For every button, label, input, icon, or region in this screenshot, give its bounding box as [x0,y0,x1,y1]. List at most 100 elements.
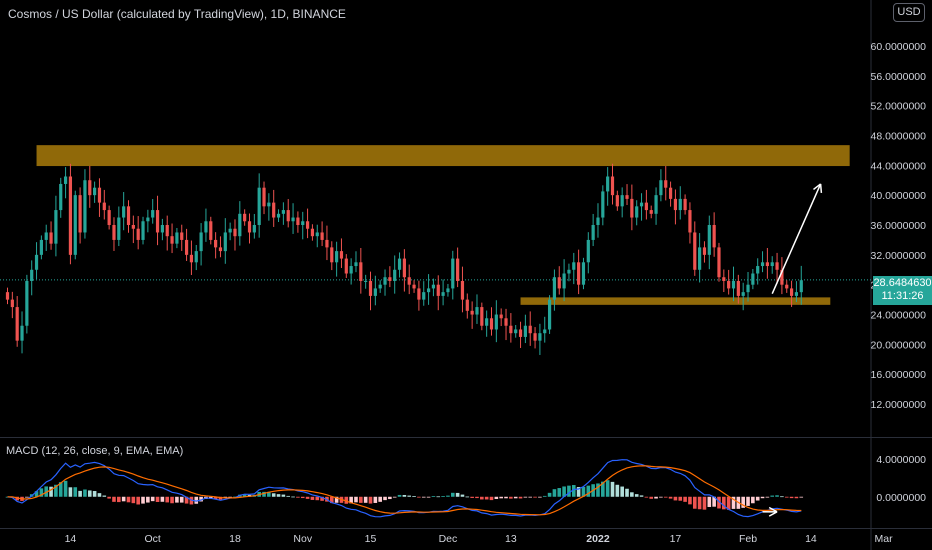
macd-axis-label: 0.0000000 [876,492,926,504]
candle-body [189,254,194,263]
candle-body [262,187,266,207]
candle-body [194,251,198,263]
macd-histogram-bar [775,495,779,497]
macd-histogram-bar [25,496,29,498]
macd-histogram-bar [291,496,295,498]
candle-body [785,284,789,289]
candle-body [184,239,189,255]
candle-body [335,251,339,263]
macd-histogram-bar [160,496,165,502]
candle-body [717,247,721,278]
macd-histogram-bar [794,496,799,499]
macd-histogram-bar [44,486,49,497]
macd-histogram-bar [630,492,634,497]
candle-body [180,232,184,240]
macd-histogram-bar [644,496,649,498]
candle-body [751,273,755,285]
macd-histogram-bar [513,496,518,499]
macd-histogram-bar [363,496,368,503]
macd-histogram-bar [576,487,581,497]
macd-histogram-bar [388,496,392,500]
candle-body [601,191,605,218]
candle-body [620,195,624,207]
macd-histogram-bar [751,496,755,504]
candle-body [659,180,663,196]
arrow-head-0 [819,183,823,193]
candle-body [68,176,73,255]
macd-histogram-bar [233,496,237,498]
candle-body [509,325,513,334]
candle-body [664,180,668,188]
candle-body [538,333,542,341]
candle-body [349,266,353,274]
macd-histogram-bar [494,496,499,499]
macd-histogram-bar [557,488,562,497]
candle-body [499,314,503,319]
candle-body [644,202,648,211]
candle-body [83,180,87,233]
candle-body [34,254,39,270]
candle-body [635,206,639,218]
candle-body [523,325,527,337]
macd-histogram-bar [150,496,155,502]
macd-histogram-bar [165,496,170,503]
macd-histogram-bar [436,496,441,498]
candle-body [44,232,48,240]
candle-body [465,299,469,311]
macd-histogram-bar [697,496,702,510]
macd-histogram-bar [78,490,82,497]
macd-histogram-bar [155,496,160,502]
macd-histogram-bar [107,496,111,499]
candle-body [712,225,716,248]
candle-body [310,228,315,237]
currency-selector[interactable]: USD [893,3,925,22]
macd-histogram-bar [770,495,775,497]
macd-histogram-bar [170,496,174,504]
candle-body [431,284,436,289]
candle-body [504,318,508,326]
candle-body [214,239,218,248]
candle-body [54,210,58,244]
macd-histogram-bar [784,496,789,498]
candle-body [760,262,765,267]
macd-histogram-bar [634,494,639,497]
candle-body [243,213,247,222]
macd-histogram-bar [581,486,586,497]
candle-body [698,247,702,270]
candle-body [97,187,102,203]
candle-body [281,210,285,214]
candle-body [93,187,97,196]
macd-histogram-bar [329,496,334,504]
macd-histogram-bar [102,495,107,497]
price-axis-label: 20.0000000 [871,339,927,351]
candle-body [325,239,329,248]
macd-histogram-bar [610,481,615,497]
candle-body [586,239,590,263]
candle-body [775,262,779,270]
macd-histogram-bar [673,496,678,501]
macd-histogram-bar [441,496,445,497]
price-axis-label: 52.0000000 [871,101,927,113]
macd-histogram-bar [692,496,697,509]
candle-body [417,288,421,300]
countdown-timer: 11:31:26 [881,290,924,302]
candle-body [475,307,479,315]
candle-body [238,213,242,237]
macd-histogram-bar [712,496,716,507]
candle-body [286,210,290,222]
candle-body [485,318,489,326]
candle-body [344,258,348,274]
candle-body [63,176,68,184]
macd-histogram-bar [615,484,620,497]
macd-histogram-bar [659,496,663,498]
candle-body [765,262,769,267]
macd-histogram-bar [431,496,436,497]
macd-histogram-bar [373,496,378,503]
candle-body [378,284,382,289]
price-axis-label: 40.0000000 [871,190,927,202]
candle-body [596,217,600,225]
candle-body [5,292,10,300]
macd-histogram-bar [668,496,673,499]
time-axis-label: 18 [229,533,241,545]
